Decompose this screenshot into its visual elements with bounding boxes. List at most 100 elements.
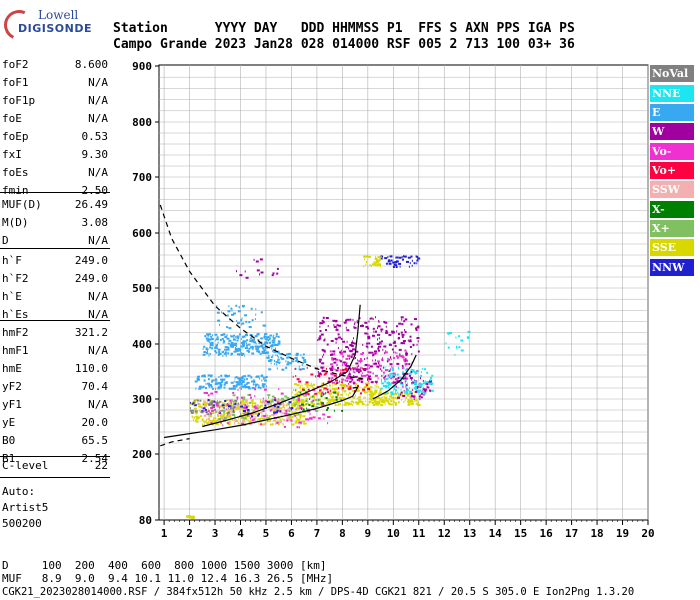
echo-point [343, 404, 345, 406]
echo-point [239, 350, 241, 353]
echo-point [353, 323, 355, 326]
echo-point [204, 414, 206, 417]
echo-point [369, 395, 371, 398]
echo-point [277, 359, 279, 362]
echo-point [206, 392, 208, 394]
echo-point [277, 399, 281, 402]
echo-point [198, 409, 200, 412]
echo-point [243, 335, 246, 338]
echo-point [358, 360, 361, 363]
echo-point [381, 380, 382, 383]
param-row: h`F 249.0 [2, 254, 108, 267]
echo-point [345, 357, 349, 360]
echo-point [414, 318, 417, 321]
echo-point [236, 319, 238, 322]
echo-point [350, 387, 352, 390]
echo-point [419, 394, 421, 397]
echo-point [372, 362, 375, 365]
echo-point [361, 372, 363, 375]
echo-point [368, 378, 372, 381]
echo-point [250, 346, 252, 349]
echo-point [319, 337, 321, 340]
echo-point [233, 406, 234, 409]
echo-point [431, 374, 434, 377]
echo-point [415, 397, 417, 400]
echo-point [385, 331, 389, 334]
echo-point [230, 387, 233, 390]
echo-point [238, 306, 240, 309]
echo-point [243, 412, 245, 415]
echo-point [270, 345, 274, 348]
echo-point [214, 379, 216, 382]
echo-point [245, 378, 248, 381]
echo-point [400, 331, 403, 334]
echo-point [275, 404, 279, 407]
echo-point [249, 413, 252, 416]
echo-point [283, 419, 286, 421]
echo-point [288, 352, 291, 355]
legend-item: Vo- [650, 143, 694, 160]
echo-point [319, 389, 321, 392]
file-info-row: CGK21_2023028014000.RSF / 384fx512h 50 k… [2, 586, 635, 598]
echo-point [234, 422, 236, 425]
echo-point [225, 408, 227, 411]
echo-point [242, 409, 244, 412]
echo-point [382, 348, 384, 351]
echo-point [278, 361, 280, 364]
echo-point [279, 407, 283, 410]
echo-point [367, 366, 369, 369]
echo-point [197, 378, 199, 381]
echo-point [363, 391, 366, 394]
echo-point [210, 406, 214, 409]
echo-point [403, 401, 405, 403]
echo-point [303, 389, 305, 391]
echo-point [264, 333, 268, 336]
echo-point [341, 398, 343, 400]
echo-point [252, 383, 254, 386]
echo-point [367, 337, 371, 340]
echo-point [247, 414, 249, 417]
echo-point [385, 399, 389, 402]
echo-point [242, 418, 244, 421]
echo-point [339, 384, 341, 387]
echo-point [322, 321, 325, 324]
echo-point [368, 400, 372, 403]
echo-point [297, 419, 300, 421]
echo-point [270, 423, 271, 426]
echo-point [348, 394, 349, 397]
echo-point [344, 403, 347, 406]
echo-point [214, 350, 217, 352]
echo-point [401, 256, 403, 259]
echo-point [286, 419, 289, 422]
echo-point [343, 321, 347, 324]
echo-point [345, 364, 347, 367]
echo-point [208, 419, 212, 422]
echo-point [295, 375, 297, 377]
echo-point [409, 339, 412, 342]
echo-point [260, 345, 263, 348]
echo-point [205, 387, 207, 390]
echo-point [377, 263, 381, 266]
echo-point [230, 342, 234, 344]
echo-point [239, 406, 240, 409]
echo-point [405, 379, 407, 382]
echo-point [407, 401, 409, 404]
echo-point [202, 385, 205, 388]
echo-point [279, 361, 281, 364]
echo-point [385, 325, 387, 328]
echo-point [235, 336, 237, 339]
echo-point [300, 354, 302, 357]
echo-point [222, 402, 225, 405]
echo-point [319, 335, 322, 338]
echo-point [424, 368, 426, 371]
echo-point [374, 350, 377, 353]
echo-point [391, 330, 395, 333]
echo-point [222, 417, 226, 420]
echo-point [300, 368, 302, 371]
echo-point [379, 389, 382, 392]
echo-point [388, 402, 391, 405]
echo-point [240, 412, 242, 415]
echo-point [223, 419, 225, 422]
echo-point [382, 371, 385, 374]
echo-point [209, 403, 213, 406]
